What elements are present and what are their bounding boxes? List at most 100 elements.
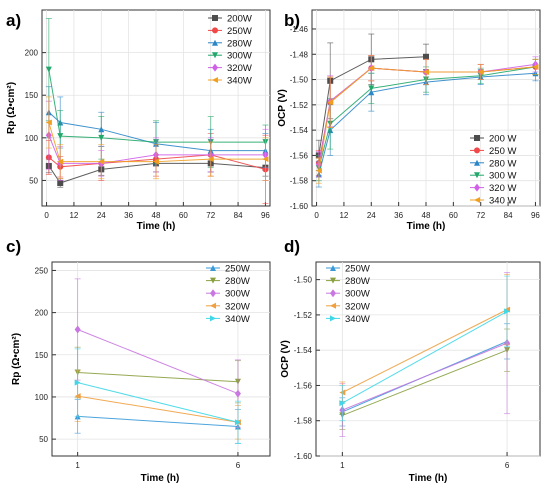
y-tick-label: 200 — [25, 49, 39, 58]
x-tick-label: 96 — [261, 211, 270, 220]
y-tick-label: -1.56 — [290, 151, 309, 160]
y-axis-ticks: 50 100 150 200 — [25, 49, 46, 185]
panel-label: a) — [6, 11, 21, 30]
series-line — [48, 111, 266, 152]
series-line — [77, 415, 238, 427]
data-point — [504, 308, 511, 315]
data-point — [45, 119, 52, 126]
y-tick-label: -1.52 — [290, 101, 309, 110]
data-point — [368, 65, 375, 72]
series-marks — [74, 278, 241, 444]
legend-marker — [210, 302, 216, 309]
y-tick-label: -1.60 — [290, 202, 309, 211]
legend-marker — [474, 135, 480, 141]
data-point — [368, 85, 375, 92]
panel-b: b) 0 12 24 36 48 60 72 84 96 -1.46 -1.48 -1.50 -1.5… — [277, 9, 541, 232]
legend-marker — [330, 315, 336, 322]
data-point — [315, 167, 322, 174]
series-marks — [315, 33, 539, 188]
data-point — [153, 158, 159, 165]
panel-label: b) — [284, 11, 300, 30]
data-point — [45, 66, 52, 73]
y-tick-label: -1.50 — [290, 76, 309, 85]
data-point — [74, 379, 81, 386]
legend-label: 280W — [225, 276, 250, 287]
data-point — [234, 419, 241, 426]
y-tick-label: -1.54 — [290, 126, 309, 135]
y-tick-label: 250 — [35, 266, 49, 275]
x-tick-label: 60 — [179, 211, 188, 220]
series-line — [342, 309, 508, 393]
y-axis-ticks: -1.50 -1.52 -1.54 -1.56 -1.58 -1.60 — [294, 276, 320, 461]
legend-label: 250W — [225, 264, 250, 275]
x-tick-label: 96 — [531, 211, 540, 220]
legend-label: 340W — [345, 314, 370, 325]
x-tick-label: 48 — [152, 211, 161, 220]
y-axis-label: OCP (V) — [280, 340, 291, 378]
legend-marker — [212, 77, 218, 83]
series-marks — [339, 272, 511, 438]
x-tick-label: 24 — [367, 211, 376, 220]
legend-label: 300W — [225, 289, 250, 300]
data-point — [57, 179, 64, 186]
grid — [312, 10, 540, 207]
y-tick-label: -1.58 — [290, 177, 309, 186]
x-tick-label: 6 — [505, 461, 510, 470]
legend-marker — [210, 265, 216, 271]
y-tick-label: -1.58 — [294, 417, 313, 426]
y-tick-label: 50 — [39, 435, 48, 444]
data-point — [234, 389, 241, 398]
legend-label: 320W — [345, 301, 370, 312]
legend-label: 340 W — [489, 196, 516, 207]
y-tick-label: -1.60 — [294, 452, 313, 461]
plot-frame — [51, 261, 271, 457]
legend-label: 200 W — [489, 134, 516, 145]
x-tick-label: 84 — [504, 211, 513, 220]
x-tick-label: 72 — [476, 211, 485, 220]
series-line — [77, 382, 239, 423]
legend-marker — [212, 63, 218, 72]
legend-marker — [212, 15, 218, 21]
x-tick-label: 0 — [44, 211, 49, 220]
legend-marker — [330, 265, 336, 271]
data-point — [423, 68, 429, 75]
x-tick-label: 36 — [394, 211, 403, 220]
x-tick-label: 60 — [449, 211, 458, 220]
x-tick-label: 12 — [69, 211, 78, 220]
x-tick-label: 6 — [236, 461, 241, 470]
data-point — [98, 134, 105, 141]
x-tick-label: 12 — [339, 211, 348, 220]
legend-label: 250W — [345, 264, 370, 275]
series-line — [48, 122, 266, 163]
data-point — [207, 156, 214, 163]
series-line — [342, 349, 508, 416]
data-point — [339, 400, 346, 407]
legend-label: 280W — [227, 38, 252, 49]
data-point — [262, 156, 269, 163]
x-tick-label: 84 — [234, 211, 243, 220]
legend-label: 340W — [227, 76, 252, 87]
x-tick-label: 24 — [97, 211, 106, 220]
legend-marker — [210, 289, 216, 298]
y-tick-label: -1.46 — [290, 25, 309, 34]
x-tick-label: 0 — [314, 211, 319, 220]
legend-label: 320W — [227, 63, 252, 74]
legend-marker — [474, 183, 480, 192]
series-line — [318, 56, 427, 156]
series-line — [77, 329, 239, 395]
x-axis-ticks: 0 12 24 36 48 60 72 84 96 — [44, 202, 270, 220]
legend-marker — [474, 159, 480, 166]
y-axis-label: Rp (Ω•cm²) — [6, 82, 17, 134]
x-tick-label: 1 — [340, 461, 345, 470]
legend-marker — [212, 27, 218, 34]
data-point — [57, 158, 64, 165]
legend-marker — [330, 302, 336, 309]
legend-label: 320 W — [489, 183, 516, 194]
y-axis-ticks: -1.46 -1.48 -1.50 -1.52 -1.54 -1.56 -1.58 -1.60 — [290, 25, 316, 211]
legend-marker — [474, 147, 480, 154]
series-line — [342, 310, 508, 404]
legend-marker — [210, 315, 216, 322]
y-tick-label: 150 — [35, 351, 49, 360]
